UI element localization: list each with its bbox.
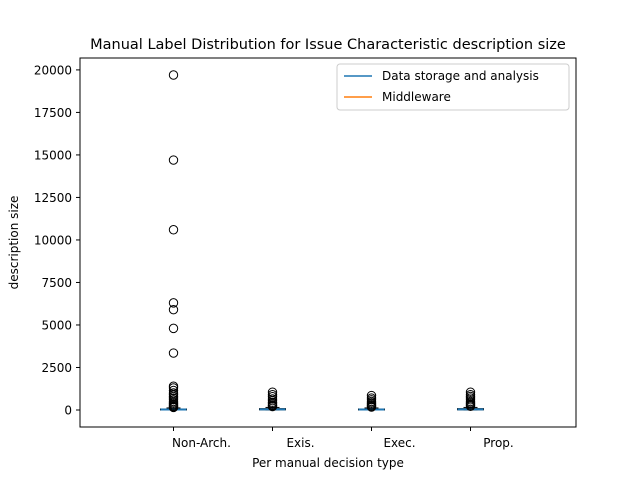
y-tick-label-12500: 12500 <box>34 191 72 205</box>
y-tick-label-7500: 7500 <box>41 276 72 290</box>
legend: Data storage and analysis Middleware <box>336 63 570 111</box>
y-axis: 0 2500 5000 7500 10000 12500 15000 17500 20000 <box>34 63 80 417</box>
outlier-point <box>168 155 179 165</box>
y-tick-label-17500: 17500 <box>34 106 72 120</box>
y-axis-label: description size <box>7 196 21 290</box>
box-Exis. <box>259 387 286 412</box>
y-tick-label-20000: 20000 <box>34 63 72 77</box>
x-tick-label-3: Prop. <box>483 436 513 450</box>
y-tick-label-0: 0 <box>64 403 72 417</box>
outlier-point <box>366 402 377 412</box>
outlier-point <box>465 387 476 397</box>
x-axis-label: Per manual decision type <box>252 456 404 470</box>
legend-label-middleware: Middleware <box>382 90 451 104</box>
box-Non-Arch. <box>160 70 187 413</box>
outlier-point <box>168 348 179 358</box>
x-tick-label-0: Non-Arch. <box>172 436 231 450</box>
x-axis: Non-Arch. Exis. Exec. Prop. <box>172 427 514 450</box>
chart-title: Manual Label Distribution for Issue Char… <box>90 37 566 53</box>
outlier-point <box>168 402 179 413</box>
outlier-point <box>168 385 179 396</box>
outlier-point <box>168 225 179 235</box>
plot-frame <box>79 57 577 428</box>
outlier-point <box>267 401 278 412</box>
outlier-point <box>465 401 476 411</box>
y-tick-label-5000: 5000 <box>41 318 72 332</box>
x-tick-label-2: Exec. <box>383 436 415 450</box>
y-tick-label-15000: 15000 <box>34 148 72 162</box>
outlier-point <box>168 298 179 308</box>
outlier-point <box>168 70 179 80</box>
plot-area <box>160 70 484 413</box>
box-Prop. <box>457 387 484 411</box>
legend-label-data-storage: Data storage and analysis <box>382 69 539 83</box>
x-tick-label-1: Exis. <box>286 436 314 450</box>
outlier-point <box>168 323 179 334</box>
y-tick-label-2500: 2500 <box>41 361 72 375</box>
y-tick-label-10000: 10000 <box>34 233 72 247</box>
box-Exec. <box>358 390 385 412</box>
outlier-point <box>168 304 179 315</box>
legend-box <box>336 63 570 111</box>
